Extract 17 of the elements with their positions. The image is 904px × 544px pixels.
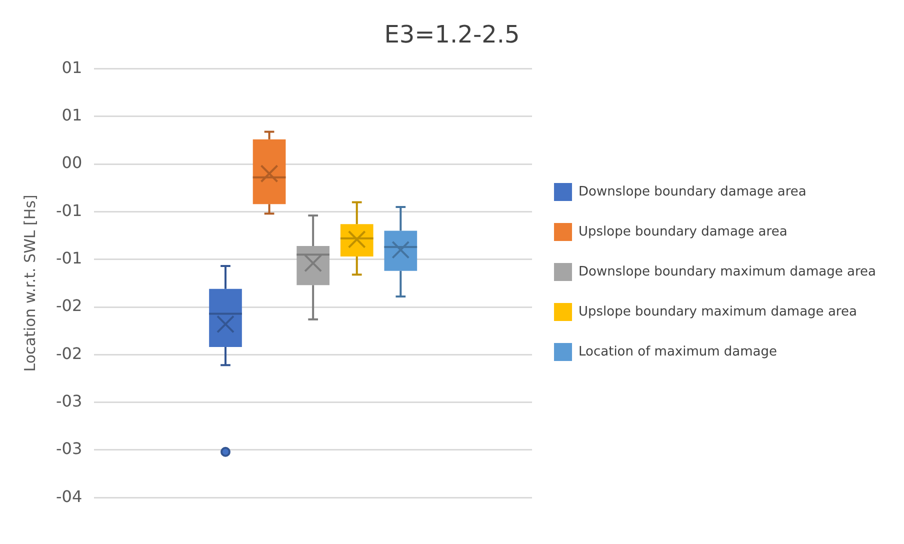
y-tick-label: -03 — [56, 439, 82, 458]
y-tick-label: -03 — [56, 391, 82, 410]
y-tick-label: 01 — [62, 58, 82, 77]
y-axis-title: Location w.r.t. SWL [Hs] — [20, 194, 39, 372]
legend-label: Location of maximum damage — [578, 344, 778, 360]
y-tick-label: -01 — [56, 248, 82, 268]
y-tick-label: -01 — [56, 200, 82, 220]
y-tick-label: 01 — [62, 106, 82, 125]
y-tick-label: -02 — [56, 344, 82, 363]
chart-title: E3=1.2-2.5 — [384, 20, 520, 49]
legend-label: Downslope boundary maximum damage area — [578, 264, 876, 280]
legend-label: Downslope boundary damage area — [578, 184, 806, 200]
legend-label: Upslope boundary maximum damage area — [578, 304, 857, 320]
y-tick-label: -02 — [56, 296, 82, 316]
y-tick-label: 00 — [62, 153, 82, 172]
legend-label: Upslope boundary damage area — [578, 224, 788, 240]
y-tick-label: -04 — [56, 486, 82, 506]
